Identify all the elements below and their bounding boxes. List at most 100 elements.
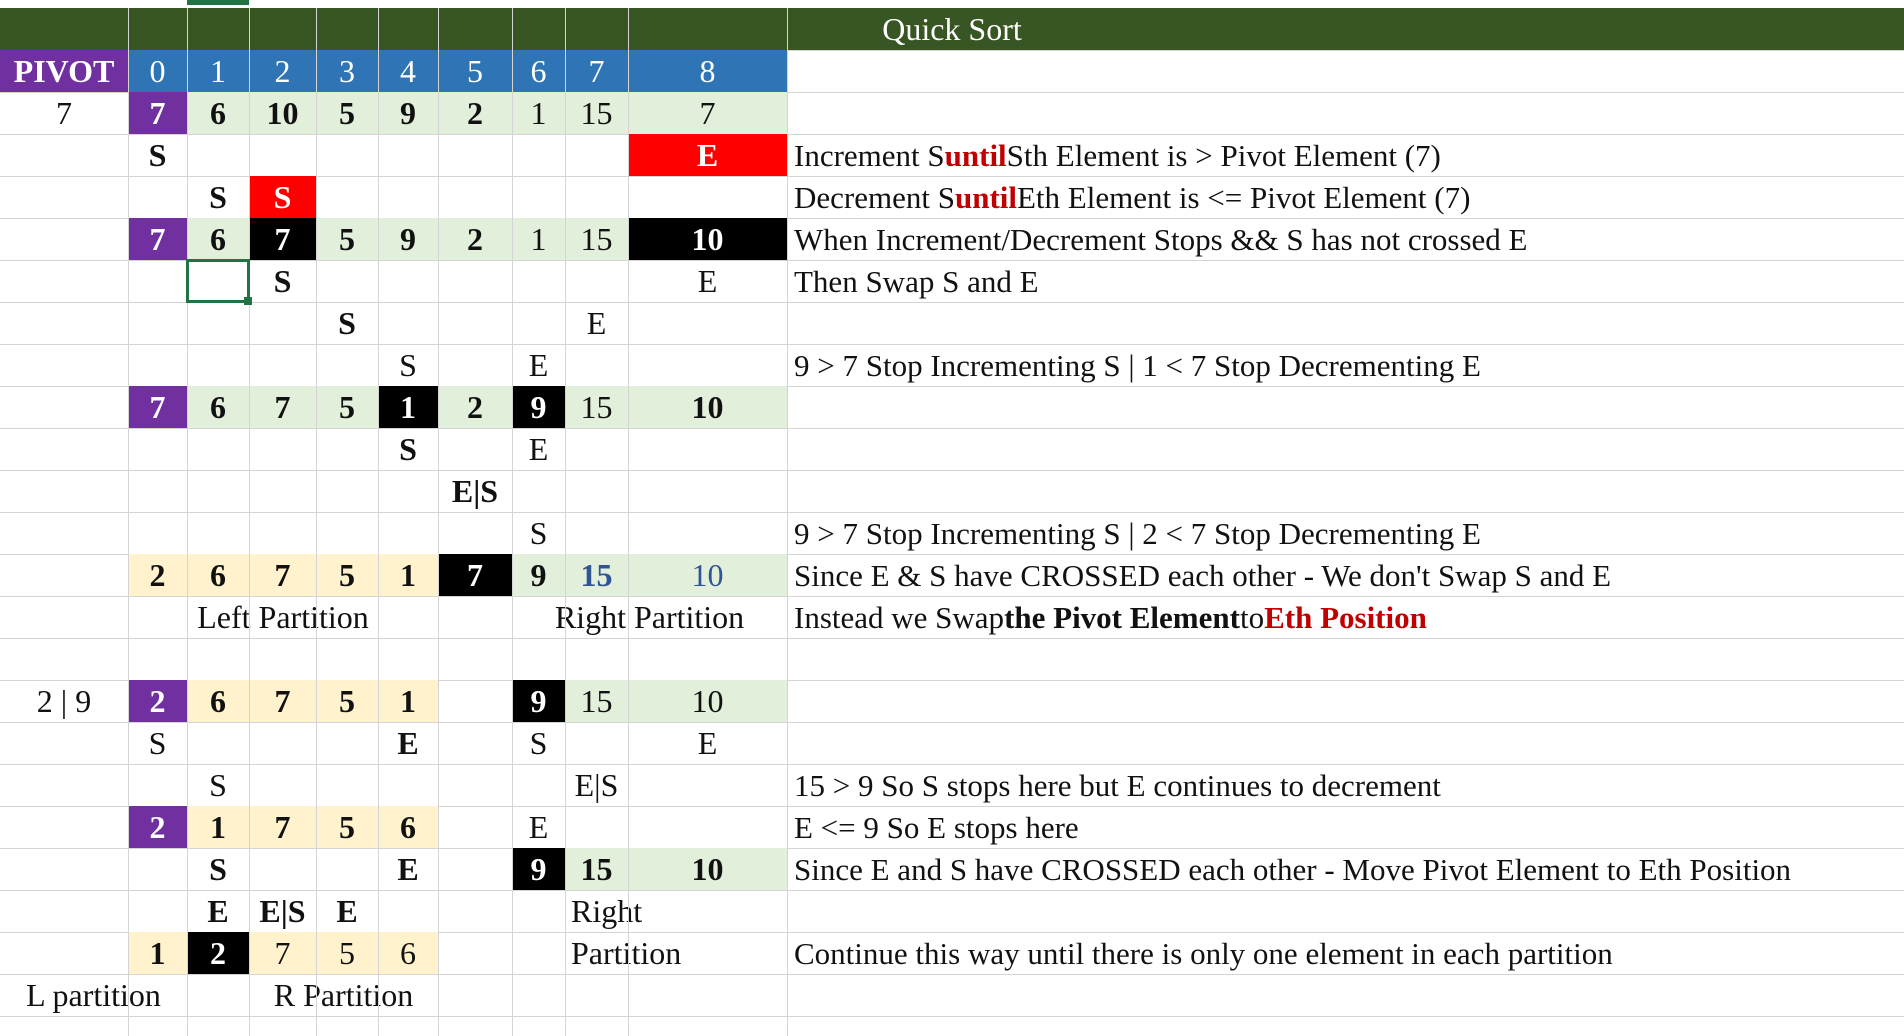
- pivot-header[interactable]: PIVOT: [0, 50, 128, 92]
- array-cell[interactable]: 15: [565, 218, 628, 260]
- array-cell[interactable]: 10: [628, 386, 787, 428]
- array-cell[interactable]: 9: [378, 218, 438, 260]
- marker-s[interactable]: S: [529, 724, 548, 761]
- marker-e[interactable]: E: [628, 134, 787, 176]
- marker-e[interactable]: E: [207, 892, 229, 929]
- array-cell[interactable]: 9: [378, 92, 438, 134]
- marker-s[interactable]: S: [148, 136, 167, 173]
- right-partition-label[interactable]: Right Partition: [554, 598, 745, 635]
- array-cell[interactable]: 2: [438, 386, 512, 428]
- marker-s[interactable]: S: [209, 850, 227, 887]
- fill-handle[interactable]: [244, 297, 252, 305]
- marker-s[interactable]: S: [338, 304, 356, 341]
- right-partition-label[interactable]: R Partition: [273, 976, 414, 1013]
- marker-s[interactable]: S: [249, 176, 316, 218]
- array-cell[interactable]: 2: [128, 554, 187, 596]
- marker-s[interactable]: S: [209, 766, 227, 803]
- array-cell[interactable]: 7: [628, 92, 787, 134]
- array-cell[interactable]: 10: [628, 554, 787, 596]
- marker-e[interactable]: E: [528, 346, 549, 383]
- pivot-value[interactable]: 7: [56, 94, 72, 131]
- array-cell[interactable]: 5: [316, 554, 378, 596]
- array-cell[interactable]: 1: [512, 92, 565, 134]
- marker-e[interactable]: E: [528, 808, 549, 845]
- array-cell[interactable]: 7: [128, 218, 187, 260]
- array-cell[interactable]: 2: [128, 680, 187, 722]
- right-partition-label[interactable]: Right: [571, 892, 643, 929]
- array-cell[interactable]: 6: [187, 92, 249, 134]
- array-cell[interactable]: 15: [565, 386, 628, 428]
- array-cell[interactable]: 5: [316, 806, 378, 848]
- array-cell[interactable]: 7: [128, 386, 187, 428]
- array-cell[interactable]: 5: [316, 386, 378, 428]
- index-header[interactable]: 7: [565, 50, 628, 92]
- array-cell[interactable]: 6: [187, 218, 249, 260]
- array-cell[interactable]: 1: [378, 680, 438, 722]
- marker-es[interactable]: E|S: [451, 472, 499, 509]
- pivot-value[interactable]: 2 | 9: [36, 682, 92, 719]
- marker-s[interactable]: S: [399, 430, 417, 467]
- array-cell[interactable]: 7: [249, 806, 316, 848]
- index-header[interactable]: 4: [378, 50, 438, 92]
- left-partition-label[interactable]: L partition: [26, 976, 161, 1013]
- array-cell[interactable]: 7: [128, 92, 187, 134]
- array-cell[interactable]: 1: [378, 386, 438, 428]
- marker-e[interactable]: E: [397, 724, 419, 761]
- array-cell[interactable]: 5: [316, 92, 378, 134]
- marker-s[interactable]: S: [273, 262, 292, 299]
- array-cell[interactable]: 6: [187, 680, 249, 722]
- array-cell[interactable]: 15: [565, 92, 628, 134]
- array-cell[interactable]: 7: [249, 554, 316, 596]
- array-cell[interactable]: 5: [316, 218, 378, 260]
- array-cell[interactable]: 6: [378, 806, 438, 848]
- marker-s[interactable]: S: [148, 724, 167, 761]
- array-cell[interactable]: 1: [187, 806, 249, 848]
- index-header[interactable]: 3: [316, 50, 378, 92]
- array-cell[interactable]: 9: [512, 554, 565, 596]
- marker-s[interactable]: S: [209, 178, 227, 215]
- selected-cell[interactable]: [186, 259, 250, 303]
- array-cell[interactable]: 6: [187, 386, 249, 428]
- marker-e[interactable]: E: [528, 430, 549, 467]
- left-partition-label[interactable]: Left Partition: [197, 598, 369, 635]
- array-cell[interactable]: 7: [249, 680, 316, 722]
- marker-e[interactable]: E: [697, 262, 718, 299]
- array-cell[interactable]: 5: [316, 680, 378, 722]
- marker-es[interactable]: E|S: [574, 766, 619, 803]
- marker-es[interactable]: E|S: [259, 892, 306, 929]
- array-cell[interactable]: 15: [565, 848, 628, 890]
- marker-s[interactable]: S: [529, 514, 548, 551]
- array-cell[interactable]: 9: [512, 386, 565, 428]
- array-cell[interactable]: 2: [187, 932, 249, 974]
- right-partition-label[interactable]: Partition: [571, 934, 682, 971]
- array-cell[interactable]: 15: [565, 680, 628, 722]
- index-header[interactable]: 0: [128, 50, 187, 92]
- array-cell[interactable]: 10: [628, 218, 787, 260]
- array-cell[interactable]: 10: [628, 848, 787, 890]
- array-cell[interactable]: 9: [512, 680, 565, 722]
- index-header[interactable]: 5: [438, 50, 512, 92]
- array-cell[interactable]: 6: [187, 554, 249, 596]
- array-cell[interactable]: 7: [249, 218, 316, 260]
- array-cell[interactable]: 1: [378, 554, 438, 596]
- array-cell[interactable]: 7: [249, 386, 316, 428]
- array-cell[interactable]: 5: [316, 932, 378, 974]
- marker-s[interactable]: S: [399, 346, 417, 383]
- index-header[interactable]: 8: [628, 50, 787, 92]
- array-cell[interactable]: 6: [378, 932, 438, 974]
- index-header[interactable]: 1: [187, 50, 249, 92]
- array-cell[interactable]: 10: [628, 680, 787, 722]
- array-cell[interactable]: 2: [128, 806, 187, 848]
- array-cell[interactable]: 10: [249, 92, 316, 134]
- marker-e[interactable]: E: [397, 850, 419, 887]
- index-header[interactable]: 2: [249, 50, 316, 92]
- array-cell[interactable]: 2: [438, 92, 512, 134]
- index-header[interactable]: 6: [512, 50, 565, 92]
- marker-e[interactable]: E: [697, 724, 718, 761]
- marker-e[interactable]: E: [336, 892, 358, 929]
- array-cell[interactable]: 9: [512, 848, 565, 890]
- array-cell[interactable]: 7: [249, 932, 316, 974]
- array-cell[interactable]: 15: [565, 554, 628, 596]
- marker-e[interactable]: E: [586, 304, 607, 341]
